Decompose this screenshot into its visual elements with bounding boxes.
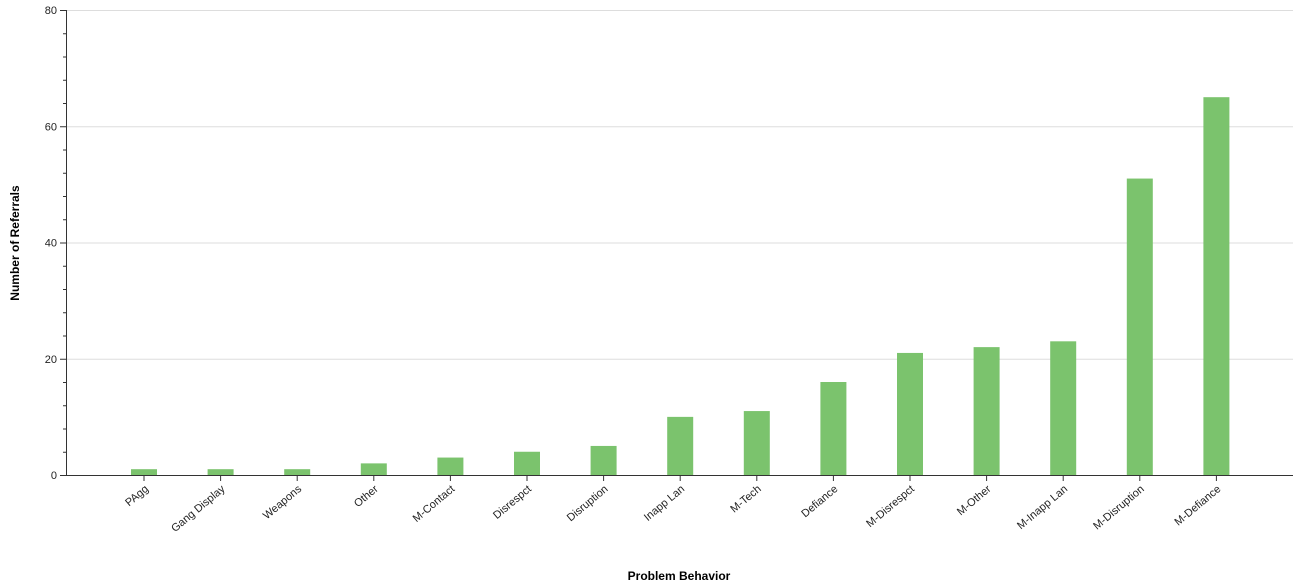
x-tick-label-7: Inapp Lan — [642, 483, 687, 524]
x-axis: PAgg Gang Display Weapons Other M-Contact Dis… — [66, 475, 1293, 535]
bar-7 — [667, 416, 694, 475]
bar-14 — [1203, 97, 1230, 475]
x-tick-label-1: Gang Display — [169, 483, 228, 535]
x-tick-label-10: M-Disrespct — [864, 483, 917, 530]
gridlines — [66, 10, 1293, 360]
bar-2 — [284, 469, 311, 475]
x-tick-label-9: Defiance — [799, 483, 840, 520]
bar-0 — [131, 469, 157, 475]
x-tick-label-3: Other — [352, 483, 381, 510]
bar-13 — [1126, 178, 1153, 475]
x-tick-label-4: M-Contact — [411, 483, 458, 525]
y-axis: 0 20 40 60 80 — [45, 5, 67, 482]
x-tick-label-8: M-Tech — [728, 483, 763, 515]
bar-8 — [743, 411, 770, 475]
x-tick-label-2: Weapons — [261, 483, 305, 522]
bar-3 — [360, 463, 387, 475]
bar-6 — [590, 445, 617, 475]
y-tick-label-2: 40 — [45, 238, 57, 250]
y-tick-label-3: 60 — [45, 121, 57, 133]
bar-9 — [820, 382, 847, 475]
bar-4 — [437, 457, 464, 475]
x-tick-label-12: M-Inapp Lan — [1015, 483, 1070, 532]
x-tick-label-11: M-Other — [955, 483, 994, 518]
bar-12 — [1050, 341, 1077, 475]
x-tick-label-14: M-Defiance — [1173, 483, 1224, 528]
x-tick-label-0: PAgg — [123, 483, 151, 509]
x-axis-title: Problem Behavior — [628, 569, 731, 583]
x-tick-label-6: Disruption — [565, 483, 611, 524]
x-tick-label-5: Disrespct — [491, 483, 534, 522]
y-tick-label-4: 80 — [45, 5, 57, 17]
bar-1 — [207, 469, 234, 475]
bars — [131, 97, 1230, 475]
y-axis-title: Number of Referrals — [8, 185, 22, 301]
bar-11 — [973, 347, 1000, 475]
bar-10 — [897, 352, 923, 475]
x-tick-label-13: M-Disruption — [1091, 483, 1146, 532]
y-tick-label-1: 20 — [45, 354, 57, 366]
y-tick-label-0: 0 — [51, 470, 57, 482]
bar-5 — [514, 451, 540, 475]
